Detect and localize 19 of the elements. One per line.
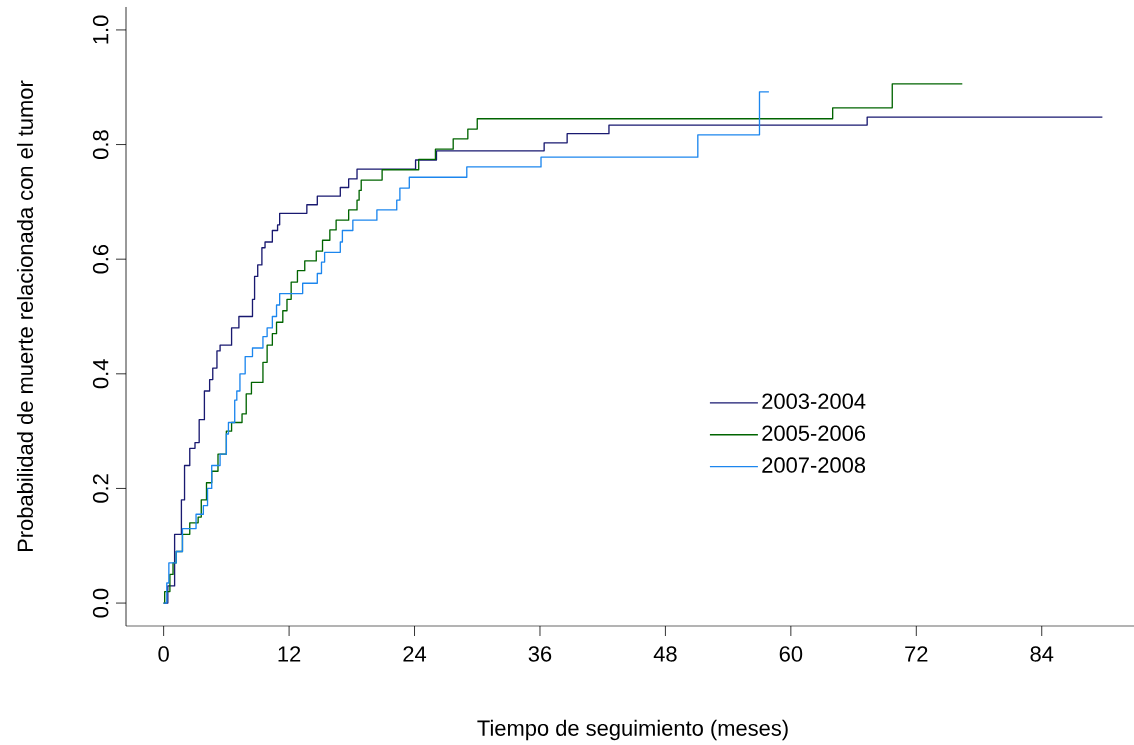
y-tick-label: 0.2	[92, 474, 109, 503]
x-tick-label: 12	[278, 646, 301, 662]
legend-label: 2005-2006	[762, 425, 866, 441]
x-tick-label: 48	[653, 646, 677, 662]
y-tick-label: 0.0	[92, 588, 109, 618]
y-axis-title: Probabilidad de muerte relacionada con el tumor	[16, 80, 34, 552]
legend-label: 2007-2008	[762, 457, 866, 473]
y-tick-label: 0.4	[92, 359, 109, 389]
legend-label: 2003-2004	[762, 393, 866, 410]
x-tick-label: 84	[1030, 646, 1054, 662]
x-axis-title: Tiempo de seguimiento (meses)	[477, 719, 788, 741]
x-tick-label: 60	[779, 646, 803, 662]
x-tick-label: 0	[158, 646, 169, 662]
y-tick-label: 1.0	[92, 15, 109, 44]
y-tick-label: 0.6	[92, 244, 109, 274]
x-tick-label: 24	[403, 646, 427, 662]
x-tick-label: 36	[528, 646, 552, 662]
y-tick-label: 0.8	[92, 130, 109, 159]
x-tick-label: 72	[905, 646, 928, 662]
